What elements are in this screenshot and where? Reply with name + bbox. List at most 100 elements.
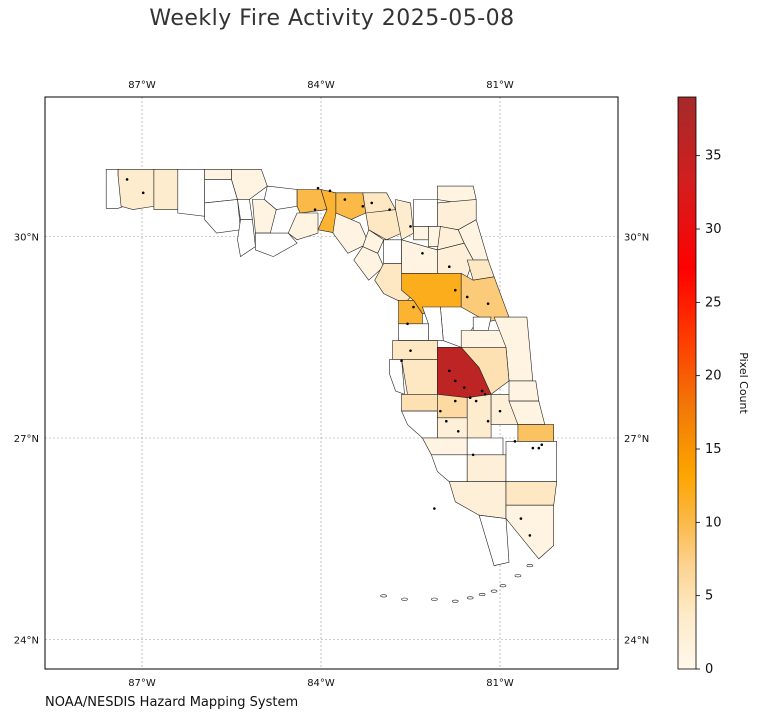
key-island bbox=[526, 564, 534, 568]
colorbar-tick-label: 20 bbox=[705, 369, 722, 384]
fire-point bbox=[448, 369, 451, 373]
lat-tick-label-left: 24°N bbox=[14, 636, 39, 647]
county-baker bbox=[413, 199, 438, 227]
colorbar bbox=[677, 96, 697, 670]
fire-point bbox=[456, 429, 460, 433]
fire-point bbox=[498, 409, 502, 413]
fire-point bbox=[316, 186, 320, 190]
county-martin bbox=[517, 424, 555, 442]
county-indian-river bbox=[508, 380, 540, 402]
fire-point bbox=[537, 446, 541, 450]
county-hernando bbox=[398, 323, 429, 341]
county-pinellas bbox=[389, 359, 405, 395]
county-hardee bbox=[437, 393, 468, 419]
county-seminole bbox=[472, 316, 492, 331]
county-bay bbox=[204, 199, 241, 234]
lon-tick-label-bottom: 84°W bbox=[307, 678, 335, 689]
fire-point bbox=[370, 201, 374, 205]
county-gilchrist bbox=[383, 239, 402, 264]
county-layer bbox=[105, 169, 558, 603]
county-highlands bbox=[466, 393, 492, 439]
fire-point bbox=[486, 419, 490, 423]
county-franklin bbox=[255, 232, 298, 257]
fire-point bbox=[400, 359, 403, 363]
colorbar-tick-label: 15 bbox=[705, 442, 722, 457]
fire-point bbox=[125, 178, 129, 181]
county-leon bbox=[296, 189, 328, 214]
key-island bbox=[478, 593, 486, 597]
county-miami-dade bbox=[505, 504, 555, 560]
county-gulf bbox=[237, 219, 256, 258]
colorbar-ticks: 0 5 10 15 20 25 30 35 bbox=[696, 149, 722, 677]
key-island bbox=[514, 574, 522, 578]
lat-tick-label-right: 27°N bbox=[624, 434, 649, 445]
fire-point bbox=[409, 349, 412, 352]
county-lee bbox=[430, 454, 468, 483]
fire-point bbox=[531, 446, 535, 450]
fire-point bbox=[313, 208, 317, 211]
colorbar-tick-label: 10 bbox=[705, 515, 722, 530]
county-hillsborough bbox=[401, 359, 438, 395]
county-holmes bbox=[204, 169, 232, 180]
fire-point bbox=[361, 204, 365, 208]
county-union bbox=[413, 226, 429, 241]
key-island bbox=[431, 597, 438, 601]
fire-point bbox=[412, 305, 415, 309]
colorbar-tick-label: 35 bbox=[705, 149, 722, 164]
lon-tick-label-bottom: 81°W bbox=[486, 678, 514, 689]
map-frame bbox=[44, 96, 619, 670]
county-dixie bbox=[353, 246, 385, 281]
county-walton bbox=[177, 169, 205, 217]
county-jackson bbox=[231, 169, 268, 200]
key-island bbox=[466, 596, 474, 600]
fire-point bbox=[468, 396, 472, 399]
fire-point bbox=[453, 399, 457, 403]
county-collier bbox=[448, 481, 507, 519]
lat-tick-label-right: 24°N bbox=[624, 636, 649, 647]
lon-tick-label-bottom: 87°W bbox=[128, 678, 156, 689]
fire-point bbox=[486, 302, 490, 305]
county-santa-rosa bbox=[117, 169, 155, 210]
fire-point bbox=[513, 440, 517, 443]
fire-point bbox=[406, 322, 409, 326]
source-credit: NOAA/NESDIS Hazard Mapping System bbox=[45, 695, 299, 710]
fire-point bbox=[540, 443, 544, 447]
key-island bbox=[499, 584, 507, 588]
county-monroe bbox=[478, 514, 510, 566]
county-osceola bbox=[460, 346, 510, 395]
colorbar-tick-label: 5 bbox=[705, 589, 713, 604]
key-island bbox=[380, 594, 387, 598]
fire-point bbox=[528, 534, 532, 537]
county-pasco bbox=[392, 340, 438, 360]
county-citrus bbox=[398, 299, 423, 325]
fire-point bbox=[471, 453, 475, 457]
axis-ticks: 87°W 87°W 84°W 84°W 81°W 81°W 30°N 30°N 27°N 27°N… bbox=[14, 80, 649, 689]
colorbar-tick-label: 25 bbox=[705, 295, 722, 310]
lon-tick-label-top: 87°W bbox=[128, 80, 156, 91]
fire-point bbox=[445, 419, 448, 423]
key-island bbox=[401, 597, 408, 601]
fire-point bbox=[483, 393, 487, 396]
county-orange bbox=[460, 330, 507, 348]
fire-point bbox=[343, 198, 347, 201]
fire-points bbox=[125, 178, 544, 537]
county-palm-beach bbox=[505, 441, 558, 483]
county-charlotte bbox=[421, 437, 468, 456]
fire-point bbox=[453, 379, 457, 383]
map-title: Weekly Fire Activity 2025-05-08 bbox=[149, 6, 515, 31]
fire-point bbox=[328, 189, 332, 193]
county-madison bbox=[335, 192, 367, 221]
county-gadsden bbox=[263, 185, 298, 210]
county-liberty bbox=[252, 199, 277, 234]
county-jefferson bbox=[317, 189, 337, 234]
lat-tick-label-left: 30°N bbox=[14, 232, 39, 243]
colorbar-label: Pixel Count bbox=[737, 352, 750, 414]
fire-point bbox=[474, 399, 478, 403]
fire-point bbox=[448, 265, 451, 269]
county-desoto bbox=[437, 417, 468, 439]
county-wakulla bbox=[287, 212, 319, 241]
county-broward bbox=[505, 481, 558, 506]
county-calhoun bbox=[237, 199, 253, 220]
fire-point bbox=[421, 251, 424, 255]
